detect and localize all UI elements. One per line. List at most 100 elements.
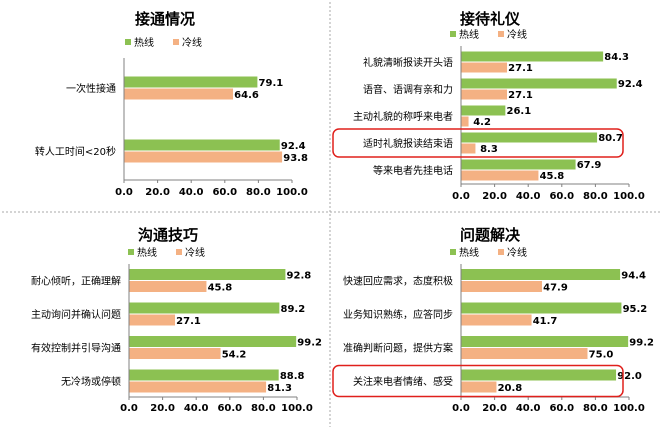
bar-hot [129, 336, 297, 347]
data-label-hot: 84.3 [604, 52, 629, 63]
data-label-hot: 99.2 [297, 338, 322, 349]
category-label: 快速回应需求，态度积极 [343, 275, 453, 288]
data-label-cold: 47.9 [543, 283, 568, 294]
data-label-cold: 45.8 [540, 171, 565, 182]
x-tick-label: 0.0 [452, 191, 470, 202]
bar-cold [129, 314, 176, 326]
x-tick-label: 100.0 [276, 187, 308, 198]
data-label-hot: 94.4 [621, 271, 646, 282]
x-tick-label: 60.0 [549, 191, 574, 202]
legend-swatch [498, 249, 504, 255]
category-label: 无冷场或停顿 [61, 375, 121, 388]
category-label: 业务知识熟练，应答同步 [343, 308, 453, 321]
x-tick-label: 40.0 [184, 403, 209, 414]
bar-hot [129, 302, 280, 314]
legend-swatch [498, 31, 504, 37]
bar-hot [461, 369, 617, 381]
legend-label: 冷线 [507, 246, 527, 259]
data-label-hot: 79.1 [259, 78, 284, 89]
data-label-cold: 27.1 [508, 90, 533, 101]
category-label: 转人工时间<20秒 [35, 145, 116, 158]
chart-title: 问题解决 [460, 226, 521, 244]
x-tick-label: 60.0 [217, 403, 242, 414]
data-label-cold: 81.3 [267, 383, 292, 394]
bar-cold [461, 89, 508, 100]
x-tick-label: 20.0 [482, 403, 507, 414]
bar-hot [461, 78, 617, 89]
bar-hot [461, 159, 576, 170]
x-tick-label: 40.0 [516, 191, 541, 202]
category-label: 主动礼貌的称呼来电者 [353, 110, 453, 123]
bar-hot [129, 369, 279, 381]
bar-hot [461, 132, 598, 143]
bar-cold [461, 381, 497, 393]
legend-label: 热线 [459, 28, 479, 41]
category-label: 有效控制并引导沟通 [31, 342, 121, 355]
bar-cold [461, 170, 539, 181]
legend-swatch [128, 249, 134, 255]
legend-swatch [176, 249, 182, 255]
x-tick-label: 40.0 [516, 403, 541, 414]
bar-cold [124, 88, 234, 100]
highlight-box [332, 364, 624, 398]
bar-cold [461, 281, 542, 292]
x-tick-label: 0.0 [115, 187, 133, 198]
data-label-cold: 20.8 [498, 383, 523, 394]
legend-swatch [173, 39, 179, 45]
x-tick-label: 0.0 [452, 403, 470, 414]
bar-cold [461, 314, 532, 326]
bar-cold [124, 151, 283, 163]
data-label-hot: 92.8 [287, 271, 312, 282]
x-tick-label: 80.0 [583, 191, 608, 202]
legend-label: 冷线 [182, 36, 202, 49]
data-label-cold: 27.1 [508, 63, 533, 74]
category-label: 礼貌清晰报读开头语 [363, 56, 453, 69]
chart-title: 接待礼仪 [460, 10, 521, 28]
x-tick-label: 20.0 [150, 403, 175, 414]
data-label-cold: 41.7 [533, 316, 558, 327]
legend-label: 热线 [137, 246, 157, 259]
category-label: 关注来电者情绪、感受 [353, 375, 453, 388]
bar-cold [461, 116, 469, 127]
bar-cold [461, 143, 476, 154]
bar-hot [461, 336, 629, 347]
bar-hot [129, 269, 286, 280]
bar-cold [129, 348, 221, 359]
bar-cold [129, 281, 207, 292]
x-tick-label: 20.0 [145, 187, 170, 198]
legend-label: 热线 [459, 246, 479, 259]
chart-title: 接通情况 [135, 10, 195, 28]
legend-swatch [450, 249, 456, 255]
category-label: 主动询问并确认问题 [31, 308, 121, 321]
data-label-cold: 64.6 [234, 90, 259, 101]
data-label-hot: 80.7 [598, 133, 623, 144]
category-label: 一次性接通 [66, 82, 116, 95]
legend-label: 热线 [134, 36, 154, 49]
x-tick-label: 100.0 [613, 403, 645, 414]
legend-swatch [450, 31, 456, 37]
bar-hot [461, 51, 604, 62]
category-label: 语音、语调有亲和力 [363, 83, 453, 96]
data-label-hot: 95.2 [623, 304, 648, 315]
x-tick-label: 100.0 [281, 403, 313, 414]
legend-swatch [125, 39, 131, 45]
bar-hot [461, 302, 622, 314]
bar-hot [124, 139, 280, 151]
x-tick-label: 80.0 [251, 403, 276, 414]
data-label-cold: 27.1 [176, 316, 201, 327]
data-label-cold: 75.0 [589, 350, 614, 361]
data-label-cold: 45.8 [208, 283, 233, 294]
category-label: 耐心倾听，正确理解 [31, 275, 121, 288]
data-label-cold: 8.3 [480, 144, 498, 155]
x-tick-label: 100.0 [613, 191, 645, 202]
x-tick-label: 80.0 [246, 187, 271, 198]
x-tick-label: 80.0 [583, 403, 608, 414]
legend-label: 冷线 [507, 28, 527, 41]
x-tick-label: 60.0 [212, 187, 237, 198]
x-tick-label: 20.0 [482, 191, 507, 202]
data-label-hot: 67.9 [577, 160, 602, 171]
